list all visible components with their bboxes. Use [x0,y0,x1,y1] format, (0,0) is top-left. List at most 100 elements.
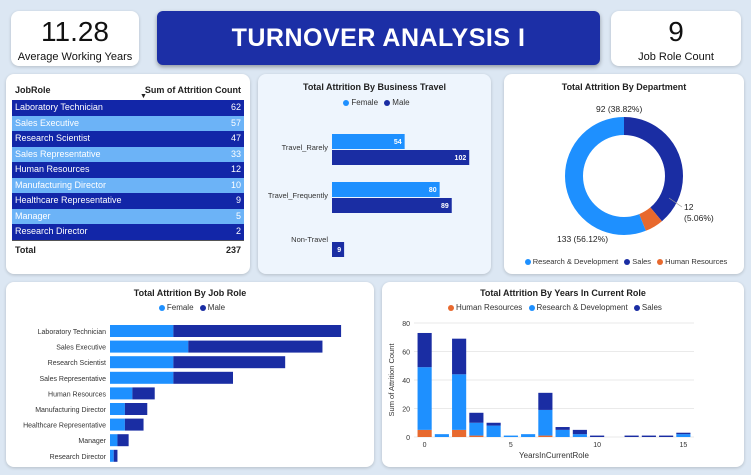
category-label: Human Resources [48,391,106,398]
legend-dot-female [343,99,350,106]
column-segment [555,427,570,430]
category-label: Manager [78,438,106,445]
y-tick-label: 60 [402,350,410,357]
column-segment [417,367,432,430]
legend-label-hr: Human Resources [456,303,523,312]
bar-male [332,242,345,257]
data-label: 54 [394,139,402,146]
table-row[interactable]: Research Scientist 47 [12,131,244,147]
category-label: Manufacturing Director [35,407,106,414]
legend-label-hr: Human Resources [665,257,728,266]
cell-jobrole: Research Scientist [15,133,91,143]
category-label: Research Director [50,454,107,461]
legend-dot-sales [633,304,640,311]
category-label: Sales Representative [39,376,106,383]
legend-dot-male [199,304,206,311]
donut-slice [565,117,683,235]
category-label: Travel_Rarely [282,143,329,152]
table-row[interactable]: Manufacturing Director 10 [12,177,244,193]
column-segment [572,434,587,437]
data-label: 89 [441,203,449,210]
total-label: Total [15,244,36,255]
chart-legend: Female Male [258,98,491,107]
column-segment [659,435,674,437]
cell-jobrole: Healthcare Representative [15,195,122,205]
sort-arrow-icon[interactable]: ▼ [140,93,147,100]
y-tick-label: 40 [402,378,410,385]
attrition-table: JobRole Sum of Attrition Count ▼ Laborat… [12,80,244,258]
bar-female [332,182,440,197]
data-label: 80 [429,187,437,194]
bar-male [332,150,470,165]
cell-jobrole: Research Director [15,226,88,236]
cell-attrition-count: 12 [230,164,241,174]
category-label: Travel_Frequently [268,191,328,200]
kpi-value: 11.28 [41,16,109,47]
table-row[interactable]: Laboratory Technician 62 [12,100,244,116]
chart-legend: Human Resources Research & Development S… [362,303,744,312]
column-segment [572,429,587,435]
bar-male [124,418,144,431]
x-tick-label: 0 [423,442,427,449]
table-row[interactable]: Sales Executive 57 [12,115,244,131]
total-value: 237 [225,244,241,255]
legend-dot-hr [657,259,664,266]
legend-dot-rnd [528,304,535,311]
chart-title: Total Attrition By Business Travel [302,82,447,92]
kpi-label: Average Working Years [17,51,133,63]
chart-title: Total Attrition By Job Role [133,288,247,298]
column-segment [641,435,656,437]
legend-dot-hr [448,304,455,311]
legend-label-rnd: Research & Development [536,303,628,312]
column-header-jobrole[interactable]: JobRole [15,85,51,95]
cell-attrition-count: 9 [235,195,241,205]
job-role-chart: Laboratory Technician Sales Executive Rese… [23,325,342,462]
legend-dot-male [384,99,391,106]
legend-label-male: Male [207,303,226,312]
dashboard-title: TURNOVER ANALYSIS I [157,11,600,65]
x-tick-label: 5 [509,442,513,449]
department-donut-chart: 92 (38.82%) 12(5.06%) 133 (56.12%) [557,104,714,244]
kpi-value: 9 [668,16,684,47]
data-label: 102 [455,155,467,162]
column-header-attrition[interactable]: Sum of Attrition Count [144,85,241,95]
slice-label-sales: 92 (38.82%) [596,104,642,114]
bar-male [188,340,323,353]
cell-attrition-count: 33 [230,148,241,159]
slice-label-hr-pct: (5.06%) [684,213,714,223]
column-segment [676,432,691,435]
column-segment [486,425,501,437]
y-axis-title: Sum of Attrition Count [387,343,396,417]
table-body: Laboratory Technician 62 Sales Executive 57… [12,100,244,240]
years-in-role-chart: 0 20 40 60 80 0 5 10 15 YearsInCurrentRole Sum of … [387,321,694,460]
legend-dot-female [158,304,165,311]
bar-male [113,449,118,462]
bar-male [173,371,233,384]
cell-attrition-count: 10 [230,179,241,190]
cell-jobrole: Sales Executive [15,117,80,128]
table-row[interactable]: Healthcare Representative 9 [12,193,244,209]
column-segment [469,422,484,436]
chart-title: Total Attrition By Department [561,82,687,92]
cell-jobrole: Sales Representative [15,148,101,159]
cell-attrition-count: 5 [235,210,241,221]
table-row[interactable]: Manager 5 [12,208,244,224]
table-row[interactable]: Human Resources 12 [12,162,244,178]
kpi-label: Job Role Count [638,51,714,63]
cell-jobrole: Manager [15,210,51,221]
cell-jobrole: Manufacturing Director [15,179,107,190]
legend-label-male: Male [392,98,410,107]
column-segment [486,422,501,426]
x-tick-label: 15 [679,442,687,449]
y-tick-label: 0 [406,435,410,442]
kpi-card-job-role-count: 9 Job Role Count [611,11,741,66]
column-segment [434,434,449,437]
column-segment [469,412,484,423]
column-segment [624,435,639,437]
legend-dot-rnd [524,259,531,266]
table-row[interactable]: Sales Representative 33 [12,146,244,162]
table-row[interactable]: Research Director 2 [12,224,244,240]
bar-female [110,449,114,462]
column-segment [503,435,518,437]
bar-male [117,434,129,447]
